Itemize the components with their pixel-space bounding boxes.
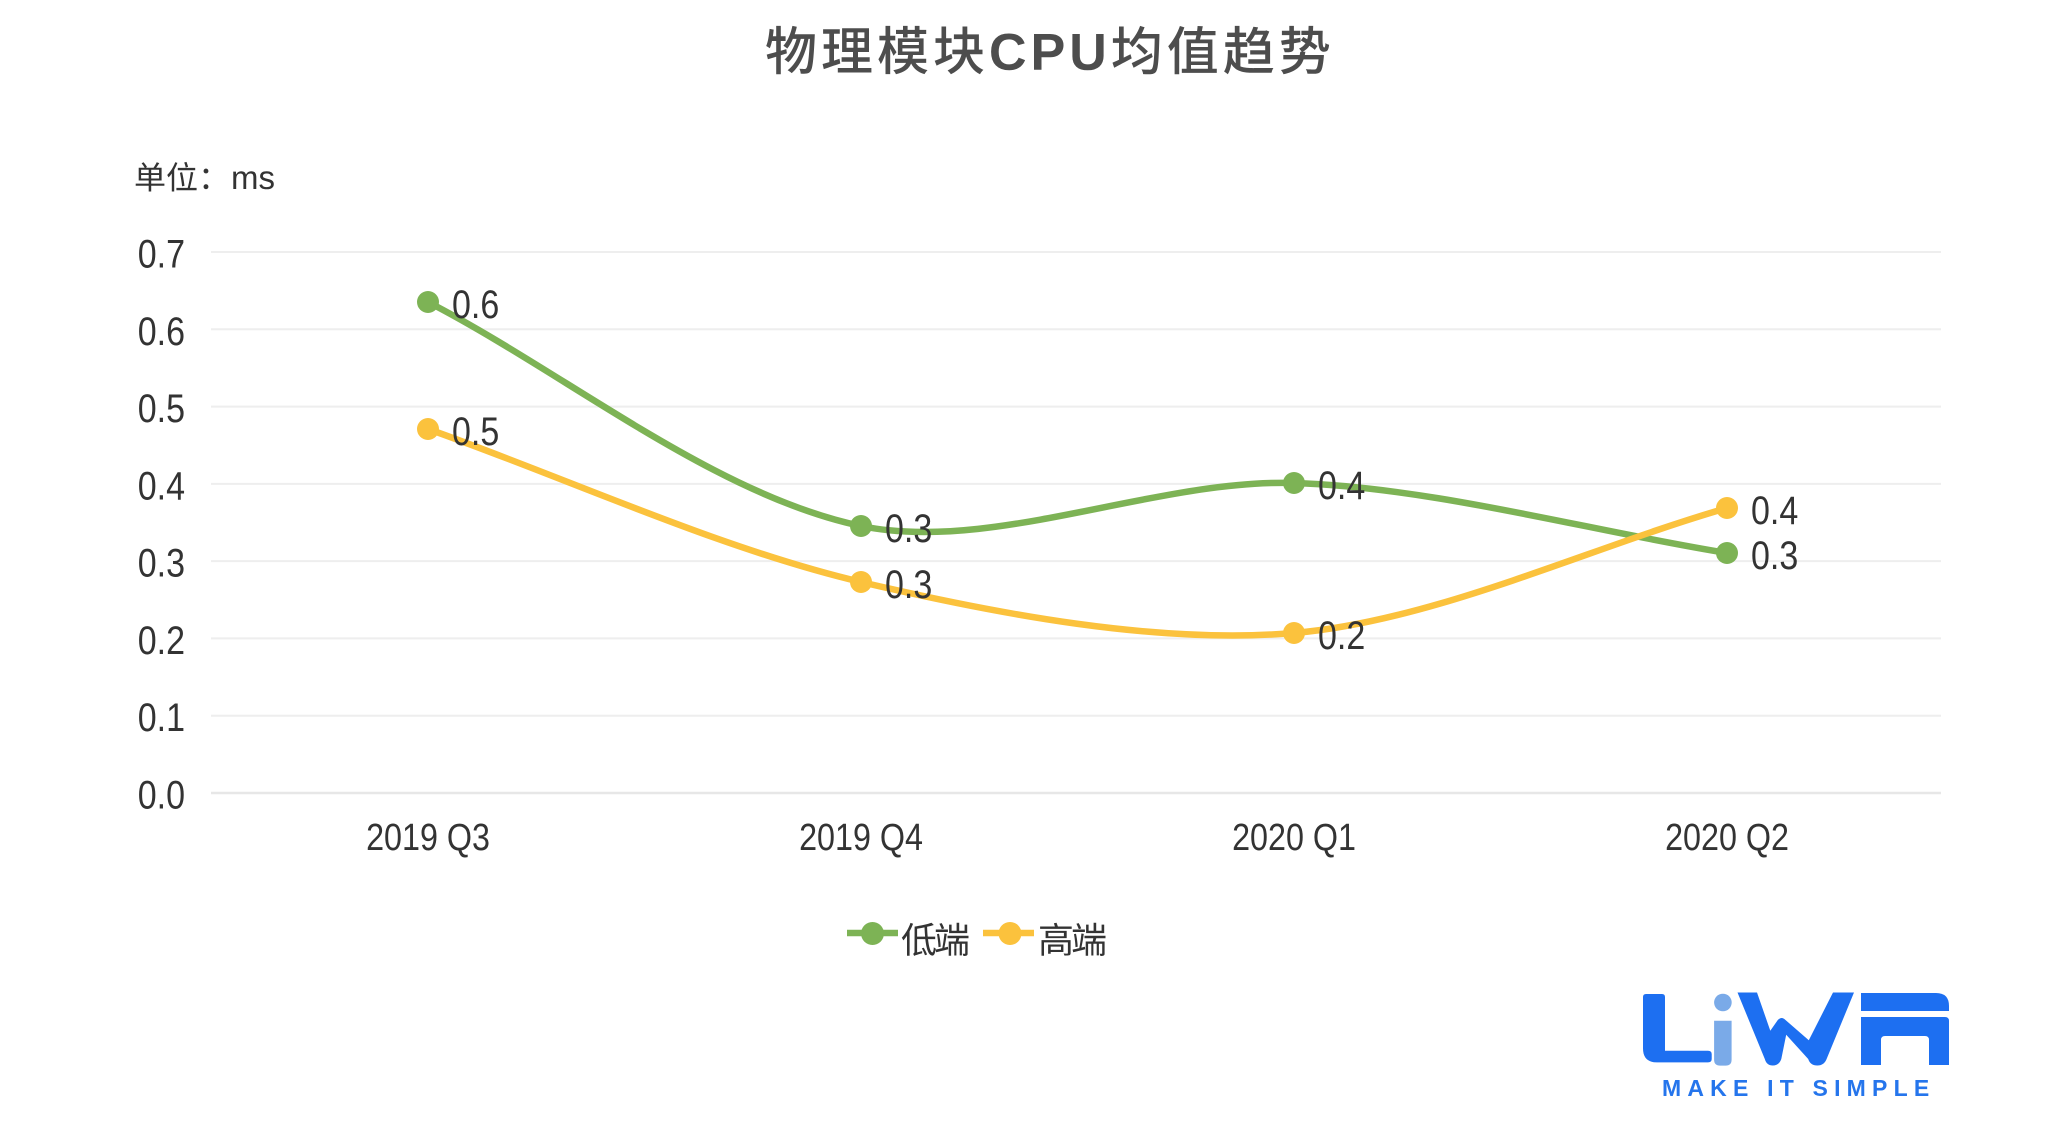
svg-text:2020 Q1: 2020 Q1 bbox=[1232, 817, 1356, 859]
svg-text:2019 Q3: 2019 Q3 bbox=[366, 817, 490, 859]
svg-text:2020 Q2: 2020 Q2 bbox=[1665, 817, 1789, 859]
svg-text:0.4: 0.4 bbox=[138, 463, 185, 508]
svg-text:0.2: 0.2 bbox=[1318, 612, 1365, 657]
svg-text:0.0: 0.0 bbox=[138, 772, 185, 817]
svg-text:MAKE IT SIMPLE: MAKE IT SIMPLE bbox=[1662, 1075, 1935, 1101]
svg-text:0.3: 0.3 bbox=[885, 505, 932, 550]
svg-text:0.1: 0.1 bbox=[138, 695, 185, 740]
svg-text:0.3: 0.3 bbox=[138, 540, 185, 585]
svg-text:0.6: 0.6 bbox=[452, 281, 499, 326]
svg-text:0.5: 0.5 bbox=[452, 408, 499, 453]
svg-text:0.5: 0.5 bbox=[138, 385, 185, 430]
svg-text:2019 Q4: 2019 Q4 bbox=[799, 817, 923, 859]
svg-text:0.3: 0.3 bbox=[885, 561, 932, 606]
svg-text:0.3: 0.3 bbox=[1751, 532, 1798, 577]
svg-text:0.7: 0.7 bbox=[138, 231, 185, 276]
svg-text:0.6: 0.6 bbox=[138, 308, 185, 353]
svg-text:0.4: 0.4 bbox=[1751, 487, 1798, 532]
svg-text:0.2: 0.2 bbox=[138, 617, 185, 662]
svg-text:0.4: 0.4 bbox=[1318, 462, 1365, 507]
